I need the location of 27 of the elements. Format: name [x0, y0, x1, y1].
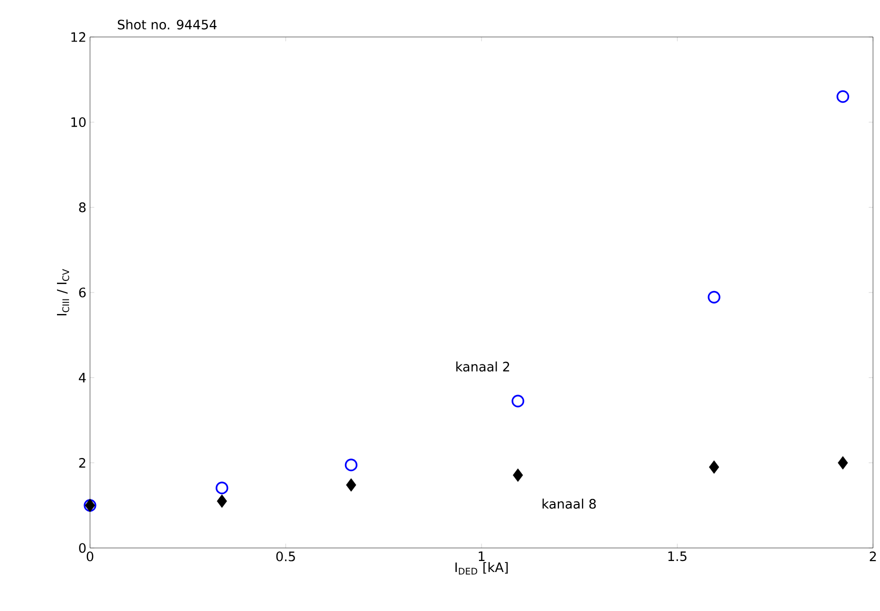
point: [512, 468, 523, 482]
y-tick-label: 4: [78, 372, 86, 382]
point: [708, 290, 720, 304]
point: [708, 460, 720, 474]
chart-title: Shot no. 94454: [118, 19, 217, 30]
point: [216, 494, 228, 508]
x-tick-label: 2: [870, 552, 876, 562]
point: [344, 458, 358, 472]
point: [838, 456, 848, 470]
point: [216, 482, 228, 494]
point: [836, 90, 850, 103]
y-tick-label: 10: [71, 117, 86, 128]
y-tick-label: 0: [79, 543, 86, 553]
point: [346, 478, 356, 492]
x-axis-title: I$_{DED}$ [kA]: [455, 562, 508, 574]
y-tick-label: 6: [79, 288, 86, 298]
y-tick-label: 8: [79, 202, 86, 212]
y-axis-title: I$_{CIII}$ / I$_{CV}$: [56, 269, 70, 316]
point: [512, 394, 524, 408]
x-tick-label: 0: [86, 552, 94, 562]
x-tick-label: 0.5: [276, 552, 295, 562]
y-tick-label: 2: [79, 458, 86, 468]
text: kanaal 8: [542, 498, 596, 509]
series-label: kanaal 2: [456, 362, 510, 372]
x-tick-label: 1: [478, 552, 484, 561]
x-tick-label: 1.5: [668, 552, 686, 562]
y-tick-label: 12: [71, 32, 86, 42]
